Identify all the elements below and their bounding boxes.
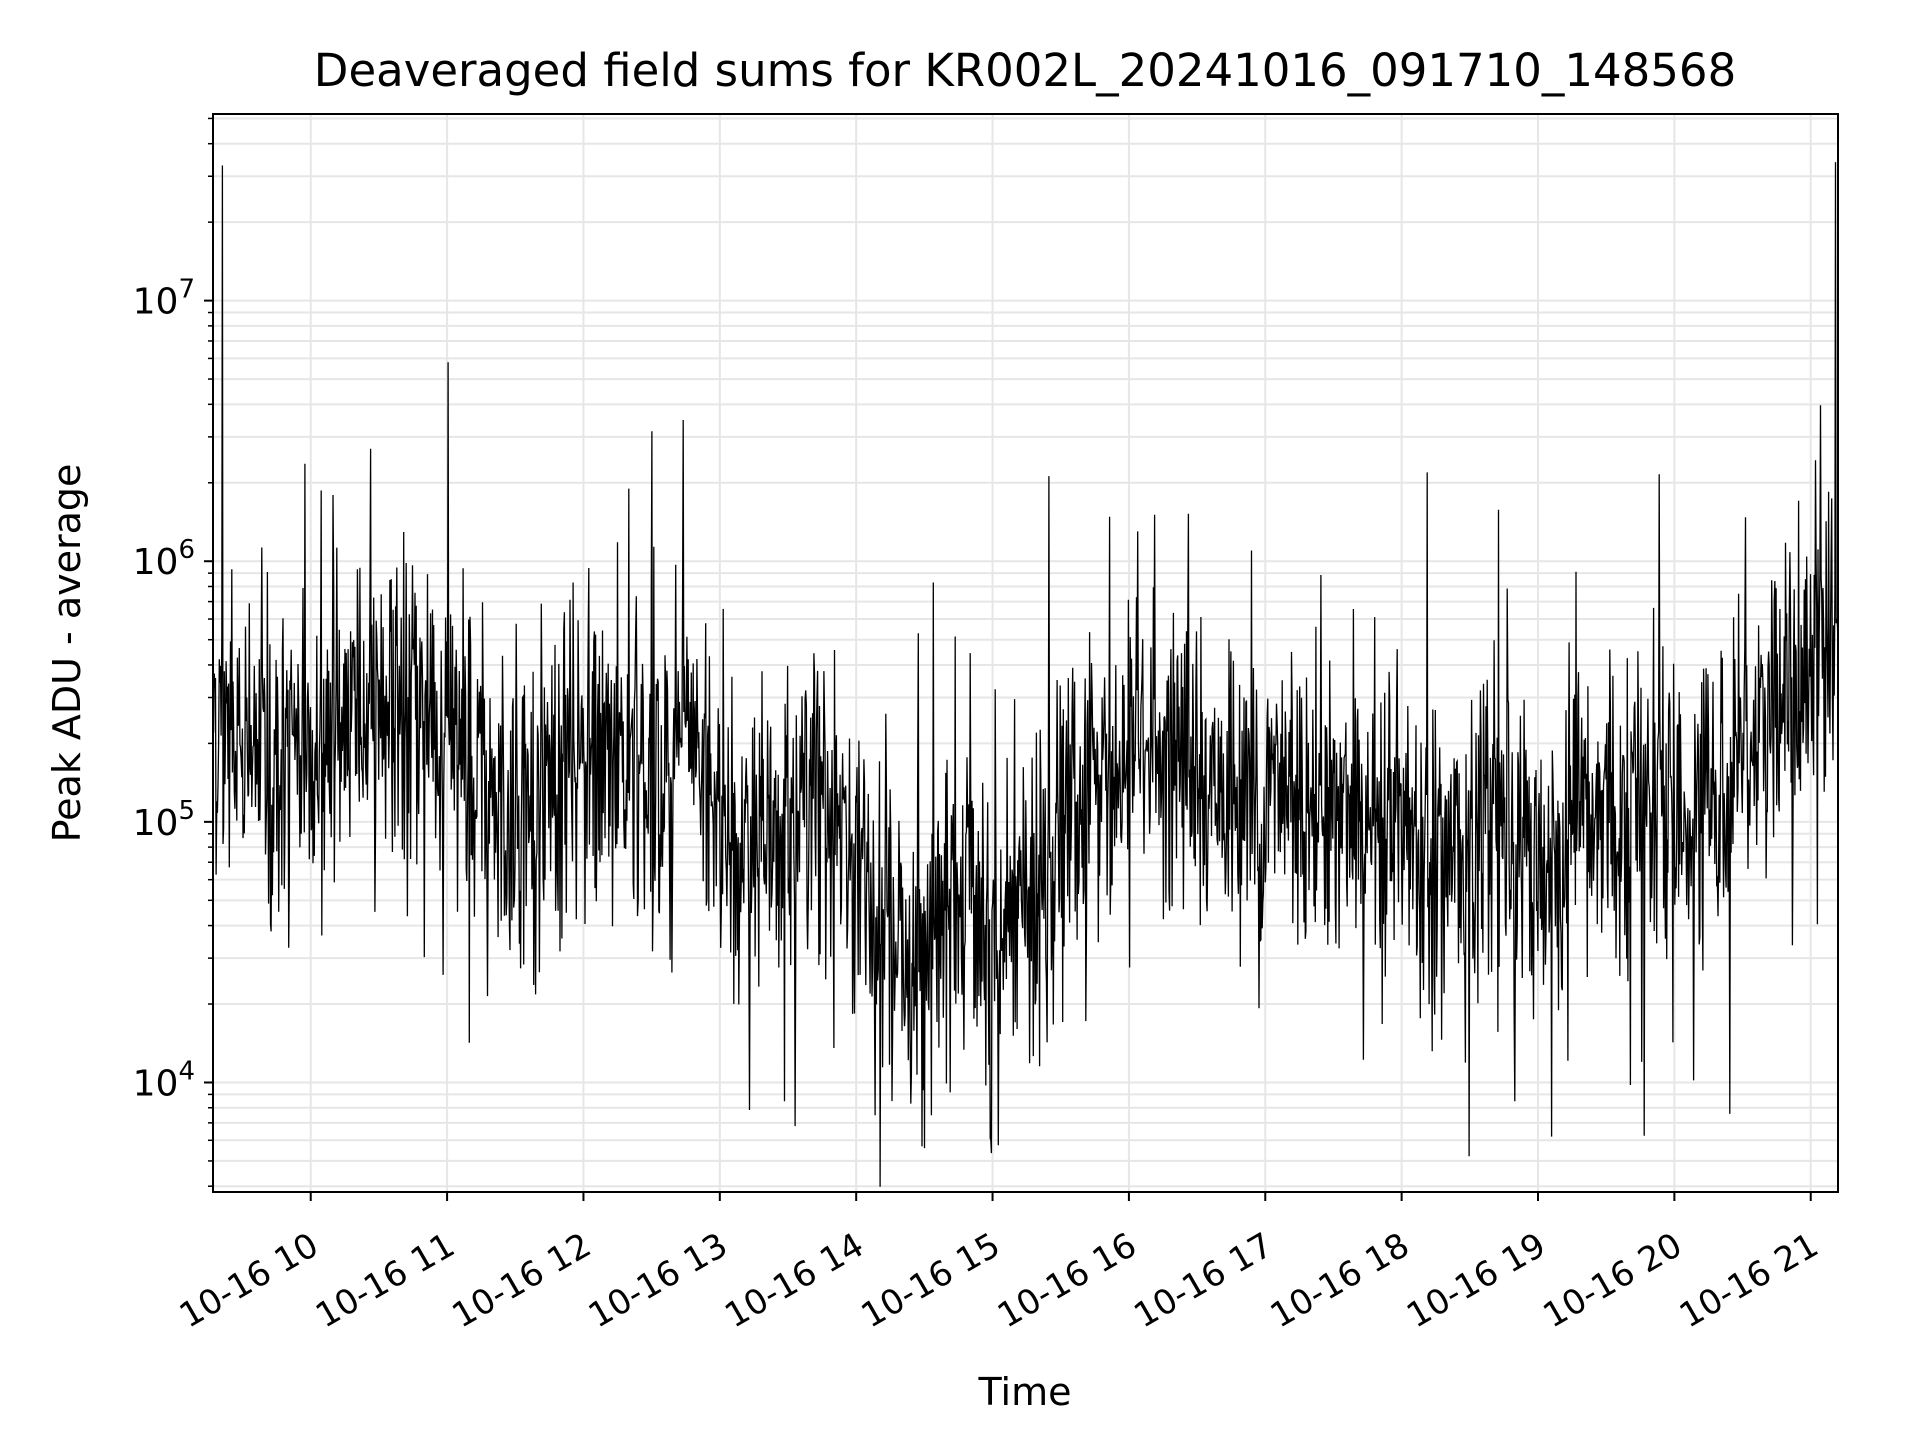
x-axis-label: Time bbox=[978, 1370, 1072, 1414]
plot-frame bbox=[212, 113, 1839, 1193]
y-tick-label: 104 bbox=[133, 1056, 195, 1104]
y-axis-label: Peak ADU - average bbox=[45, 464, 89, 843]
series-path bbox=[212, 162, 1839, 1187]
chart-title: Deaveraged field sums for KR002L_2024101… bbox=[314, 44, 1736, 97]
series-line bbox=[212, 162, 1839, 1187]
y-tick-label: 106 bbox=[133, 535, 195, 583]
y-tick-label: 105 bbox=[133, 796, 195, 844]
y-tick-label: 107 bbox=[133, 275, 195, 323]
